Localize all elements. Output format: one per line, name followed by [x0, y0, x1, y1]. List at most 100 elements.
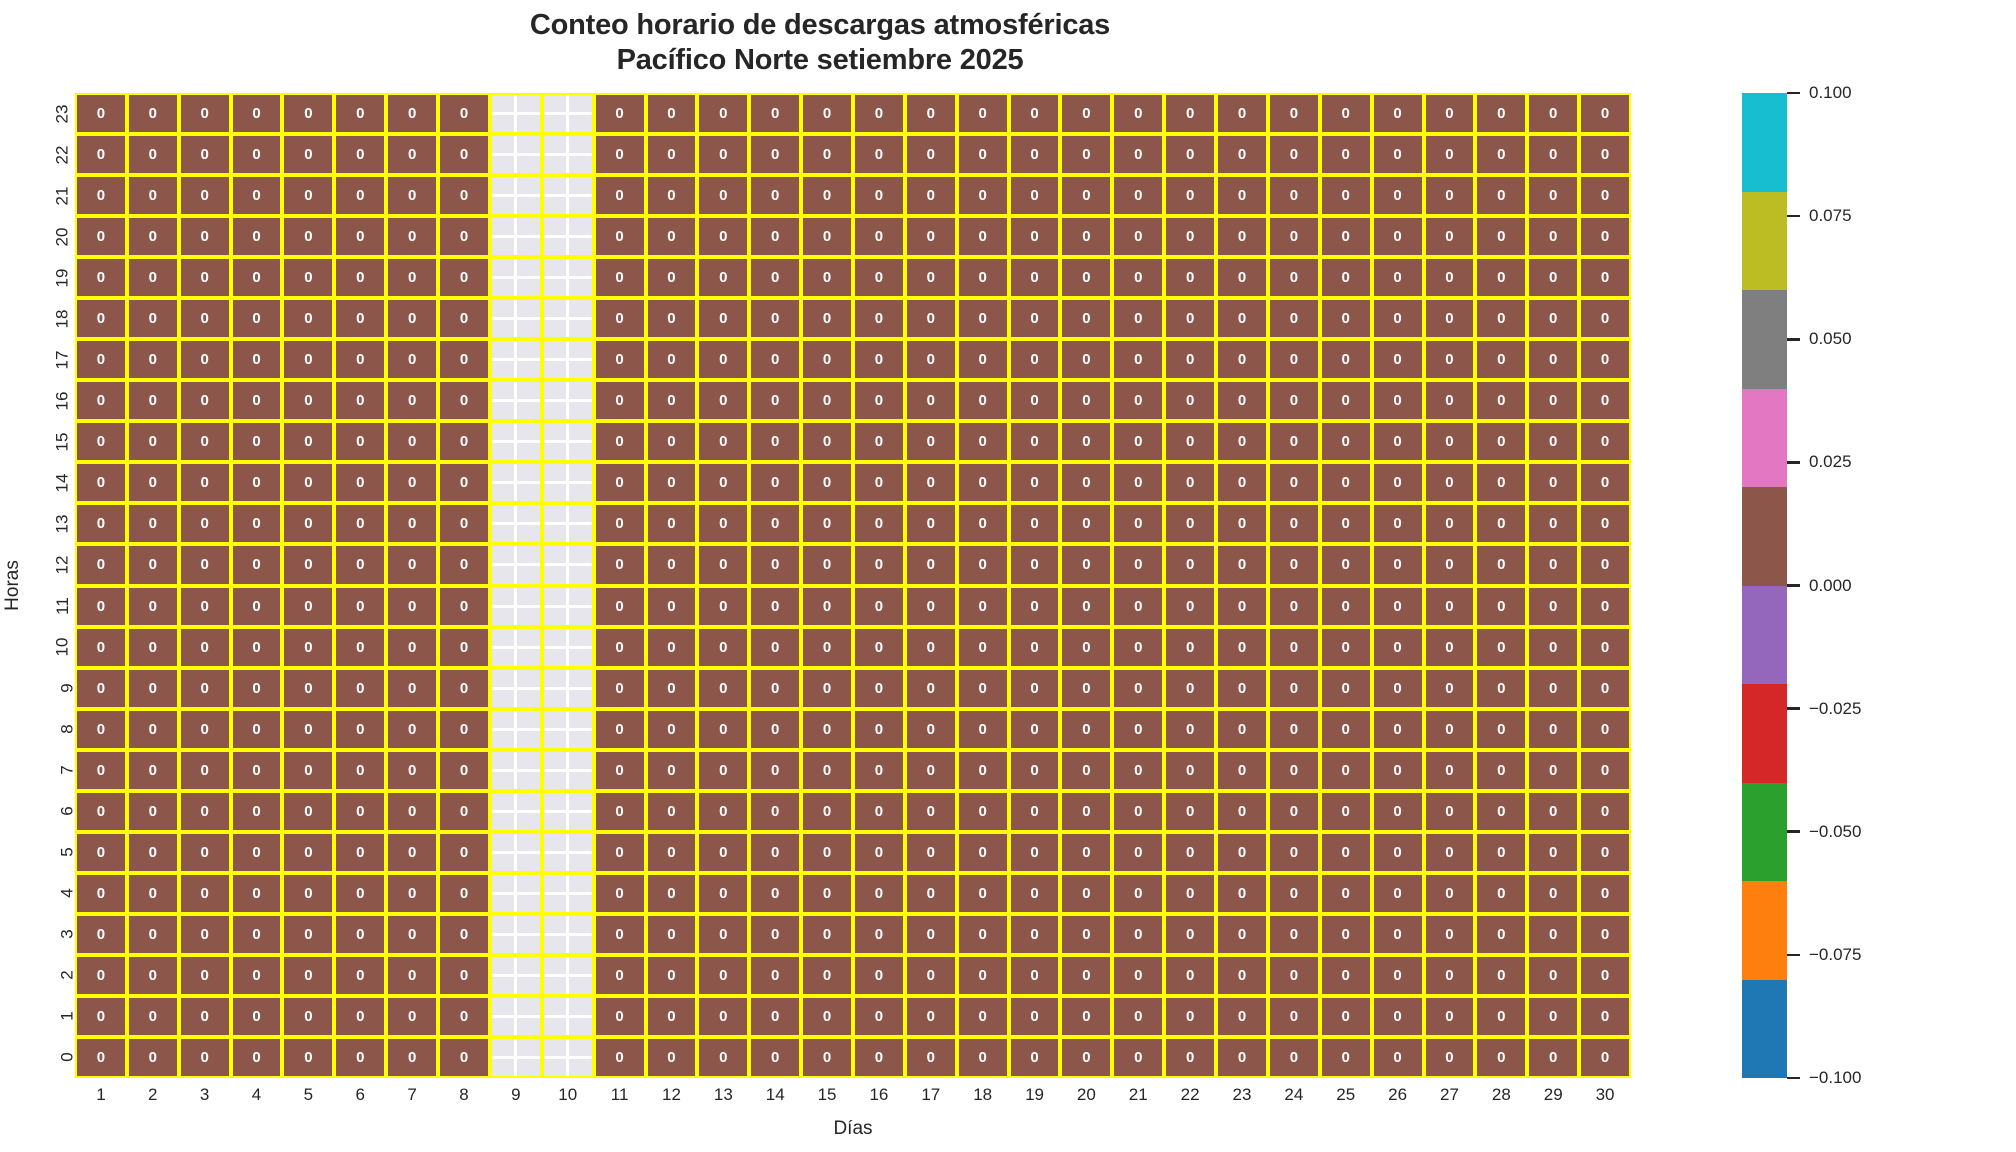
- colorbar-tick-mark: [1787, 707, 1800, 710]
- heatmap-cell: 0: [1008, 134, 1061, 176]
- heatmap-cell: 0: [1475, 872, 1528, 914]
- heatmap-cell: 0: [126, 93, 179, 135]
- heatmap-cell: 0: [593, 667, 646, 709]
- heatmap-cell: 0: [126, 339, 179, 381]
- heatmap-cell: 0: [1267, 216, 1320, 258]
- heatmap-cell: 0: [1423, 872, 1476, 914]
- heatmap-cell: 0: [1579, 134, 1631, 176]
- heatmap-cell: 0: [904, 749, 957, 791]
- heatmap-cell: 0: [1164, 503, 1217, 545]
- heatmap-cell: 0: [334, 257, 387, 299]
- heatmap-cell: 0: [1112, 667, 1165, 709]
- heatmap-cell-missing: [541, 831, 594, 873]
- heatmap-cell: 0: [126, 544, 179, 586]
- heatmap-cell: 0: [904, 175, 957, 217]
- heatmap-cell: 0: [1008, 626, 1061, 668]
- heatmap-cell: 0: [697, 544, 750, 586]
- heatmap-cell: 0: [282, 503, 335, 545]
- heatmap-cell: 0: [438, 462, 490, 504]
- heatmap-cell: 0: [1527, 134, 1580, 176]
- heatmap-cell: 0: [645, 954, 698, 996]
- heatmap-cell: 0: [1579, 749, 1631, 791]
- heatmap-cell-missing: [541, 134, 594, 176]
- heatmap-cell: 0: [645, 134, 698, 176]
- x-axis-tick-label: 18: [973, 1085, 993, 1104]
- heatmap-cell: 0: [282, 626, 335, 668]
- heatmap-cell: 0: [697, 585, 750, 627]
- heatmap-cell: 0: [282, 257, 335, 299]
- heatmap-cell: 0: [282, 421, 335, 463]
- heatmap-cell: 0: [438, 421, 490, 463]
- heatmap-cell: 0: [438, 954, 490, 996]
- heatmap-cell: 0: [230, 831, 283, 873]
- heatmap-cell: 0: [282, 298, 335, 340]
- heatmap-cell: 0: [1319, 380, 1372, 422]
- heatmap-cell: 0: [75, 872, 127, 914]
- heatmap-cell: 0: [1267, 175, 1320, 217]
- heatmap-cell: 0: [1267, 298, 1320, 340]
- heatmap-cell: 0: [1060, 626, 1113, 668]
- heatmap-cell: 0: [230, 380, 283, 422]
- heatmap-cell: 0: [1267, 626, 1320, 668]
- x-axis-tick-label: 1: [96, 1085, 106, 1104]
- heatmap-cell: 0: [1371, 954, 1424, 996]
- heatmap-cell: 0: [1579, 872, 1631, 914]
- heatmap-cell: 0: [438, 749, 490, 791]
- heatmap-cell: 0: [1579, 831, 1631, 873]
- heatmap-cell: 0: [1164, 1036, 1217, 1078]
- heatmap-cell: 0: [852, 216, 905, 258]
- heatmap-cell: 0: [1527, 585, 1580, 627]
- colorbar-tick-label: −0.075: [1809, 944, 1862, 964]
- heatmap-cell: 0: [1371, 585, 1424, 627]
- heatmap-cell: 0: [386, 1036, 439, 1078]
- heatmap-cell: 0: [75, 626, 127, 668]
- heatmap-cell: 0: [801, 954, 853, 996]
- heatmap-cell: 0: [1423, 667, 1476, 709]
- heatmap-cell: 0: [1579, 216, 1631, 258]
- heatmap-cell: 0: [852, 831, 905, 873]
- heatmap-cell: 0: [1216, 667, 1268, 709]
- colorbar-tick-mark: [1787, 214, 1800, 218]
- heatmap-cell: 0: [956, 462, 1009, 504]
- heatmap-cell: 0: [956, 175, 1009, 217]
- heatmap-cell: 0: [749, 954, 802, 996]
- heatmap-cell: 0: [645, 216, 698, 258]
- heatmap-cell: 0: [749, 831, 802, 873]
- heatmap-cell: 0: [178, 93, 231, 135]
- colorbar-tick-label: 0.025: [1809, 452, 1852, 472]
- heatmap-cell: 0: [230, 790, 283, 832]
- heatmap-cell: 0: [593, 544, 646, 586]
- heatmap-cell: 0: [1267, 503, 1320, 545]
- heatmap-cell: 0: [1475, 585, 1528, 627]
- heatmap-cell: 0: [1008, 544, 1061, 586]
- heatmap-cell: 0: [178, 175, 231, 217]
- heatmap-cell: 0: [645, 626, 698, 668]
- heatmap-cell: 0: [749, 585, 802, 627]
- heatmap-cell: 0: [749, 216, 802, 258]
- heatmap-cell: 0: [593, 626, 646, 668]
- heatmap-cell: 0: [1527, 257, 1580, 299]
- heatmap-cell: 0: [1527, 954, 1580, 996]
- heatmap-cell: 0: [438, 1036, 490, 1078]
- heatmap-cell: 0: [904, 995, 957, 1037]
- heatmap-cell: 0: [386, 749, 439, 791]
- heatmap-cell: 0: [1423, 462, 1476, 504]
- colorbar-tick-label: 0.075: [1809, 206, 1852, 226]
- heatmap-cell: 0: [593, 380, 646, 422]
- heatmap-cell: 0: [956, 872, 1009, 914]
- heatmap-cell: 0: [1060, 462, 1113, 504]
- heatmap-cell: 0: [438, 503, 490, 545]
- heatmap-cell: 0: [1579, 790, 1631, 832]
- heatmap-cell: 0: [1112, 790, 1165, 832]
- heatmap-cell: 0: [1319, 585, 1372, 627]
- heatmap-cell: 0: [1319, 257, 1372, 299]
- heatmap-cell: 0: [386, 995, 439, 1037]
- heatmap-cell: 0: [1527, 1036, 1580, 1078]
- heatmap-cell: 0: [1164, 872, 1217, 914]
- heatmap-cell: 0: [126, 585, 179, 627]
- heatmap-cell: 0: [956, 93, 1009, 135]
- heatmap-cell: 0: [1216, 954, 1268, 996]
- heatmap-cell: 0: [1164, 544, 1217, 586]
- heatmap-cell: 0: [956, 1036, 1009, 1078]
- heatmap-cell: 0: [1475, 831, 1528, 873]
